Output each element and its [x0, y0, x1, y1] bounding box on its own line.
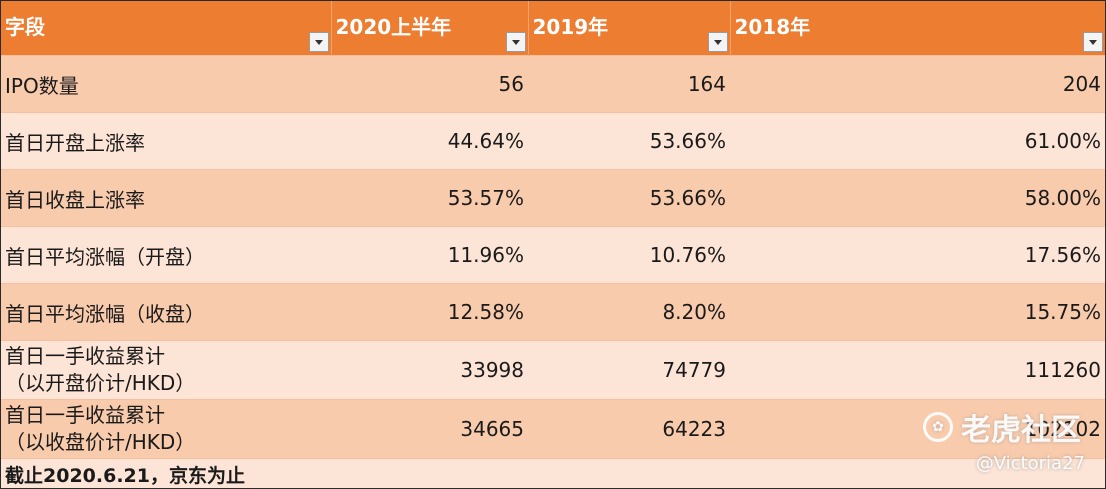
filter-dropdown-button[interactable] — [505, 32, 526, 52]
column-header-field: 字段 — [1, 1, 332, 56]
column-header-2018: 2018年 — [730, 1, 1105, 56]
row-field-cell[interactable]: 首日收盘上涨率 — [1, 169, 331, 227]
footnote: 截止2020.6.21，京东为止 — [1, 458, 1105, 488]
row-field-line2: （以收盘价计/HKD） — [5, 430, 196, 454]
column-header-label: 字段 — [5, 14, 45, 39]
filter-dropdown-button[interactable] — [707, 32, 728, 52]
value-cell-2018[interactable]: 17.56% — [730, 226, 1105, 284]
chevron-down-icon — [1089, 39, 1097, 45]
value-cell-2019[interactable]: 53.66% — [528, 169, 730, 227]
value-cell-2019[interactable]: 164 — [528, 55, 730, 113]
value-cell-2018[interactable]: 111260 — [730, 340, 1105, 400]
value-cell-2019[interactable]: 74779 — [528, 340, 730, 400]
chevron-down-icon — [314, 39, 323, 45]
value-cell-2020h1[interactable]: 53.57% — [331, 169, 528, 227]
table-row: 首日收盘上涨率 53.57% 53.66% 58.00% — [1, 169, 1105, 227]
column-header-label: 2018年 — [734, 14, 811, 39]
filter-dropdown-button[interactable] — [308, 32, 329, 52]
value-cell-2020h1[interactable]: 56 — [331, 55, 528, 113]
table-row: 首日平均涨幅（收盘） 12.58% 8.20% 15.75% — [1, 283, 1105, 341]
value-cell-2019[interactable]: 8.20% — [528, 283, 730, 341]
value-cell-2020h1[interactable]: 33998 — [331, 340, 528, 400]
footer-row: 截止2020.6.21，京东为止 — [1, 458, 1105, 488]
value-cell-2018[interactable]: 15.75% — [730, 283, 1105, 341]
row-field-line1: 首日一手收益累计 — [5, 403, 165, 427]
row-field-line1: 首日一手收益累计 — [5, 344, 165, 368]
value-cell-2020h1[interactable]: 34665 — [331, 399, 528, 459]
value-cell-2018[interactable]: 58.00% — [730, 169, 1105, 227]
row-field-cell[interactable]: 首日一手收益累计 （以收盘价计/HKD） — [1, 399, 331, 459]
column-header-label: 2019年 — [532, 14, 609, 39]
value-cell-2018[interactable]: 204 — [730, 55, 1105, 113]
table-row: 首日一手收益累计 （以开盘价计/HKD） 33998 74779 111260 — [1, 340, 1105, 400]
column-header-2020h1: 2020上半年 — [331, 1, 529, 56]
value-cell-2018[interactable]: 102102 — [730, 399, 1105, 459]
value-cell-2018[interactable]: 61.00% — [730, 112, 1105, 170]
column-header-2019: 2019年 — [528, 1, 731, 56]
value-cell-2020h1[interactable]: 12.58% — [331, 283, 528, 341]
row-field-line2: （以开盘价计/HKD） — [5, 371, 196, 395]
value-cell-2019[interactable]: 64223 — [528, 399, 730, 459]
row-field-cell[interactable]: IPO数量 — [1, 55, 331, 113]
column-header-label: 2020上半年 — [335, 14, 452, 39]
table-row: 首日一手收益累计 （以收盘价计/HKD） 34665 64223 102102 — [1, 399, 1105, 459]
table-row: 首日平均涨幅（开盘） 11.96% 10.76% 17.56% — [1, 226, 1105, 284]
value-cell-2019[interactable]: 53.66% — [528, 112, 730, 170]
value-cell-2019[interactable]: 10.76% — [528, 226, 730, 284]
row-field-cell[interactable]: 首日一手收益累计 （以开盘价计/HKD） — [1, 340, 331, 400]
chevron-down-icon — [511, 39, 520, 45]
filter-dropdown-button[interactable] — [1083, 32, 1103, 52]
table-row: IPO数量 56 164 204 — [1, 55, 1105, 113]
row-field-cell[interactable]: 首日平均涨幅（开盘） — [1, 226, 331, 284]
row-field-cell[interactable]: 首日平均涨幅（收盘） — [1, 283, 331, 341]
header-row: 字段 2020上半年 2019年 2018年 — [1, 1, 1105, 56]
value-cell-2020h1[interactable]: 11.96% — [331, 226, 528, 284]
row-field-cell[interactable]: 首日开盘上涨率 — [1, 112, 331, 170]
table-row: 首日开盘上涨率 44.64% 53.66% 61.00% — [1, 112, 1105, 170]
chevron-down-icon — [713, 39, 722, 45]
value-cell-2020h1[interactable]: 44.64% — [331, 112, 528, 170]
